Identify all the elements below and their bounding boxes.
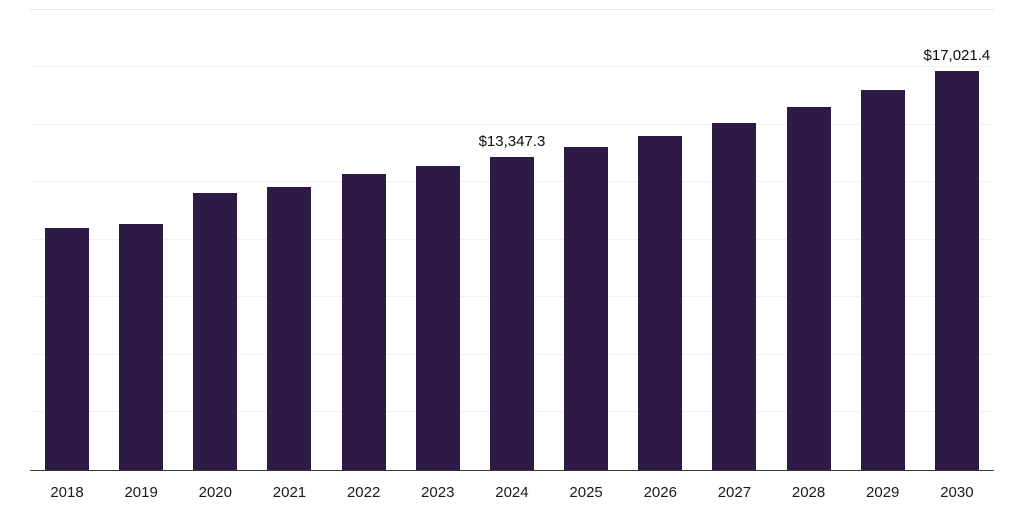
bar-column-2020 [193, 10, 238, 470]
bars-row: $13,347.3 $17,021.4 [30, 10, 994, 470]
x-axis-label-2030: 2030 [940, 484, 974, 501]
bar-column-2027 [712, 10, 757, 470]
bar-2018 [45, 228, 89, 470]
bar-column-2022 [341, 10, 386, 470]
x-axis-label-2018: 2018 [50, 484, 84, 501]
bar-2020 [193, 193, 238, 470]
bar-2028 [786, 107, 831, 470]
x-axis-label-2025: 2025 [569, 484, 603, 501]
bar-2021 [267, 187, 312, 470]
x-axis-label-2021: 2021 [272, 484, 307, 501]
bar-2019 [119, 224, 164, 470]
bar-column-2019 [119, 10, 164, 470]
x-axis-label-2022: 2022 [346, 484, 381, 501]
gridline [30, 9, 994, 10]
x-axis-label-2029: 2029 [866, 484, 900, 501]
bar-column-2018 [45, 10, 89, 470]
bar-column-2024: $13,347.3 [479, 10, 545, 470]
bar-column-2029 [860, 10, 905, 470]
bar-column-2030: $17,021.4 [924, 10, 990, 470]
x-axis-label-2026: 2026 [643, 484, 677, 501]
bar-value-label: $13,347.3 [478, 133, 546, 150]
gridline [30, 66, 994, 67]
bar-2029 [860, 90, 905, 470]
bar-value-label: $17,021.4 [923, 47, 991, 64]
plot-area: $13,347.3 $17,021.4 [30, 9, 994, 471]
x-axis-label-2027: 2027 [717, 484, 752, 501]
bar-2030 [934, 71, 979, 470]
bar-column-2025 [564, 10, 609, 470]
bar-chart: $13,347.3 $17,021.4 2018 2019 2020 2021 2022 2… [0, 9, 1024, 512]
bar-2024 [489, 157, 534, 470]
bar-column-2021 [267, 10, 312, 470]
x-axis-label-2028: 2028 [791, 484, 826, 501]
x-axis-label-2019: 2019 [124, 484, 158, 501]
x-axis-label-2020: 2020 [198, 484, 232, 501]
bar-2023 [415, 166, 460, 470]
x-axis-label-2023: 2023 [421, 484, 455, 501]
gridline [30, 124, 994, 125]
bar-column-2023 [415, 10, 460, 470]
x-axis-labels: 2018 2019 2020 2021 2022 2023 2024 2025 2026 2027… [30, 484, 994, 501]
bar-2027 [712, 123, 757, 470]
bar-column-2026 [638, 10, 683, 470]
bar-2025 [564, 147, 609, 470]
x-axis-label-2024: 2024 [495, 484, 529, 501]
bar-2022 [341, 174, 386, 470]
bar-2026 [638, 136, 683, 470]
bar-column-2028 [786, 10, 831, 470]
